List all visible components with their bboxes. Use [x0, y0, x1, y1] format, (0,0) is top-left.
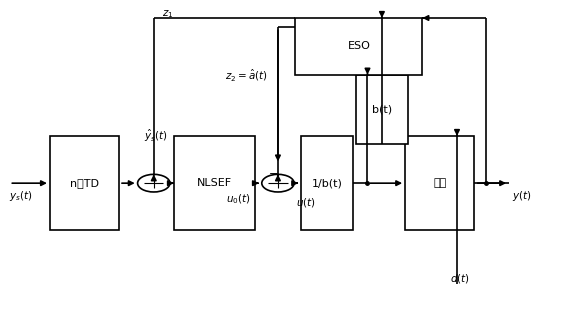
- Text: $u_0(t)$: $u_0(t)$: [225, 192, 250, 206]
- Text: $y(t)$: $y(t)$: [512, 189, 532, 203]
- Text: $z_1$: $z_1$: [163, 9, 174, 20]
- Bar: [50, 136, 119, 230]
- Text: b(t): b(t): [372, 104, 392, 114]
- Text: $z_2=\hat{a}(t)$: $z_2=\hat{a}(t)$: [225, 67, 267, 82]
- Text: $u(t)$: $u(t)$: [296, 196, 316, 209]
- Text: ESO: ESO: [347, 41, 370, 51]
- Text: NLSEF: NLSEF: [197, 178, 232, 188]
- Text: 1/b(t): 1/b(t): [312, 178, 343, 188]
- Text: $\hat{y}_s(t)$: $\hat{y}_s(t)$: [144, 128, 167, 144]
- Bar: [405, 136, 474, 230]
- Bar: [174, 136, 255, 230]
- Text: $d(t)$: $d(t)$: [450, 272, 470, 285]
- Bar: [356, 75, 408, 144]
- Text: $y_s(t)$: $y_s(t)$: [9, 189, 33, 203]
- Text: $-$: $-$: [267, 167, 278, 177]
- Text: n阶TD: n阶TD: [70, 178, 99, 188]
- Text: 系统: 系统: [433, 178, 446, 188]
- Bar: [295, 18, 422, 75]
- Bar: [301, 136, 353, 230]
